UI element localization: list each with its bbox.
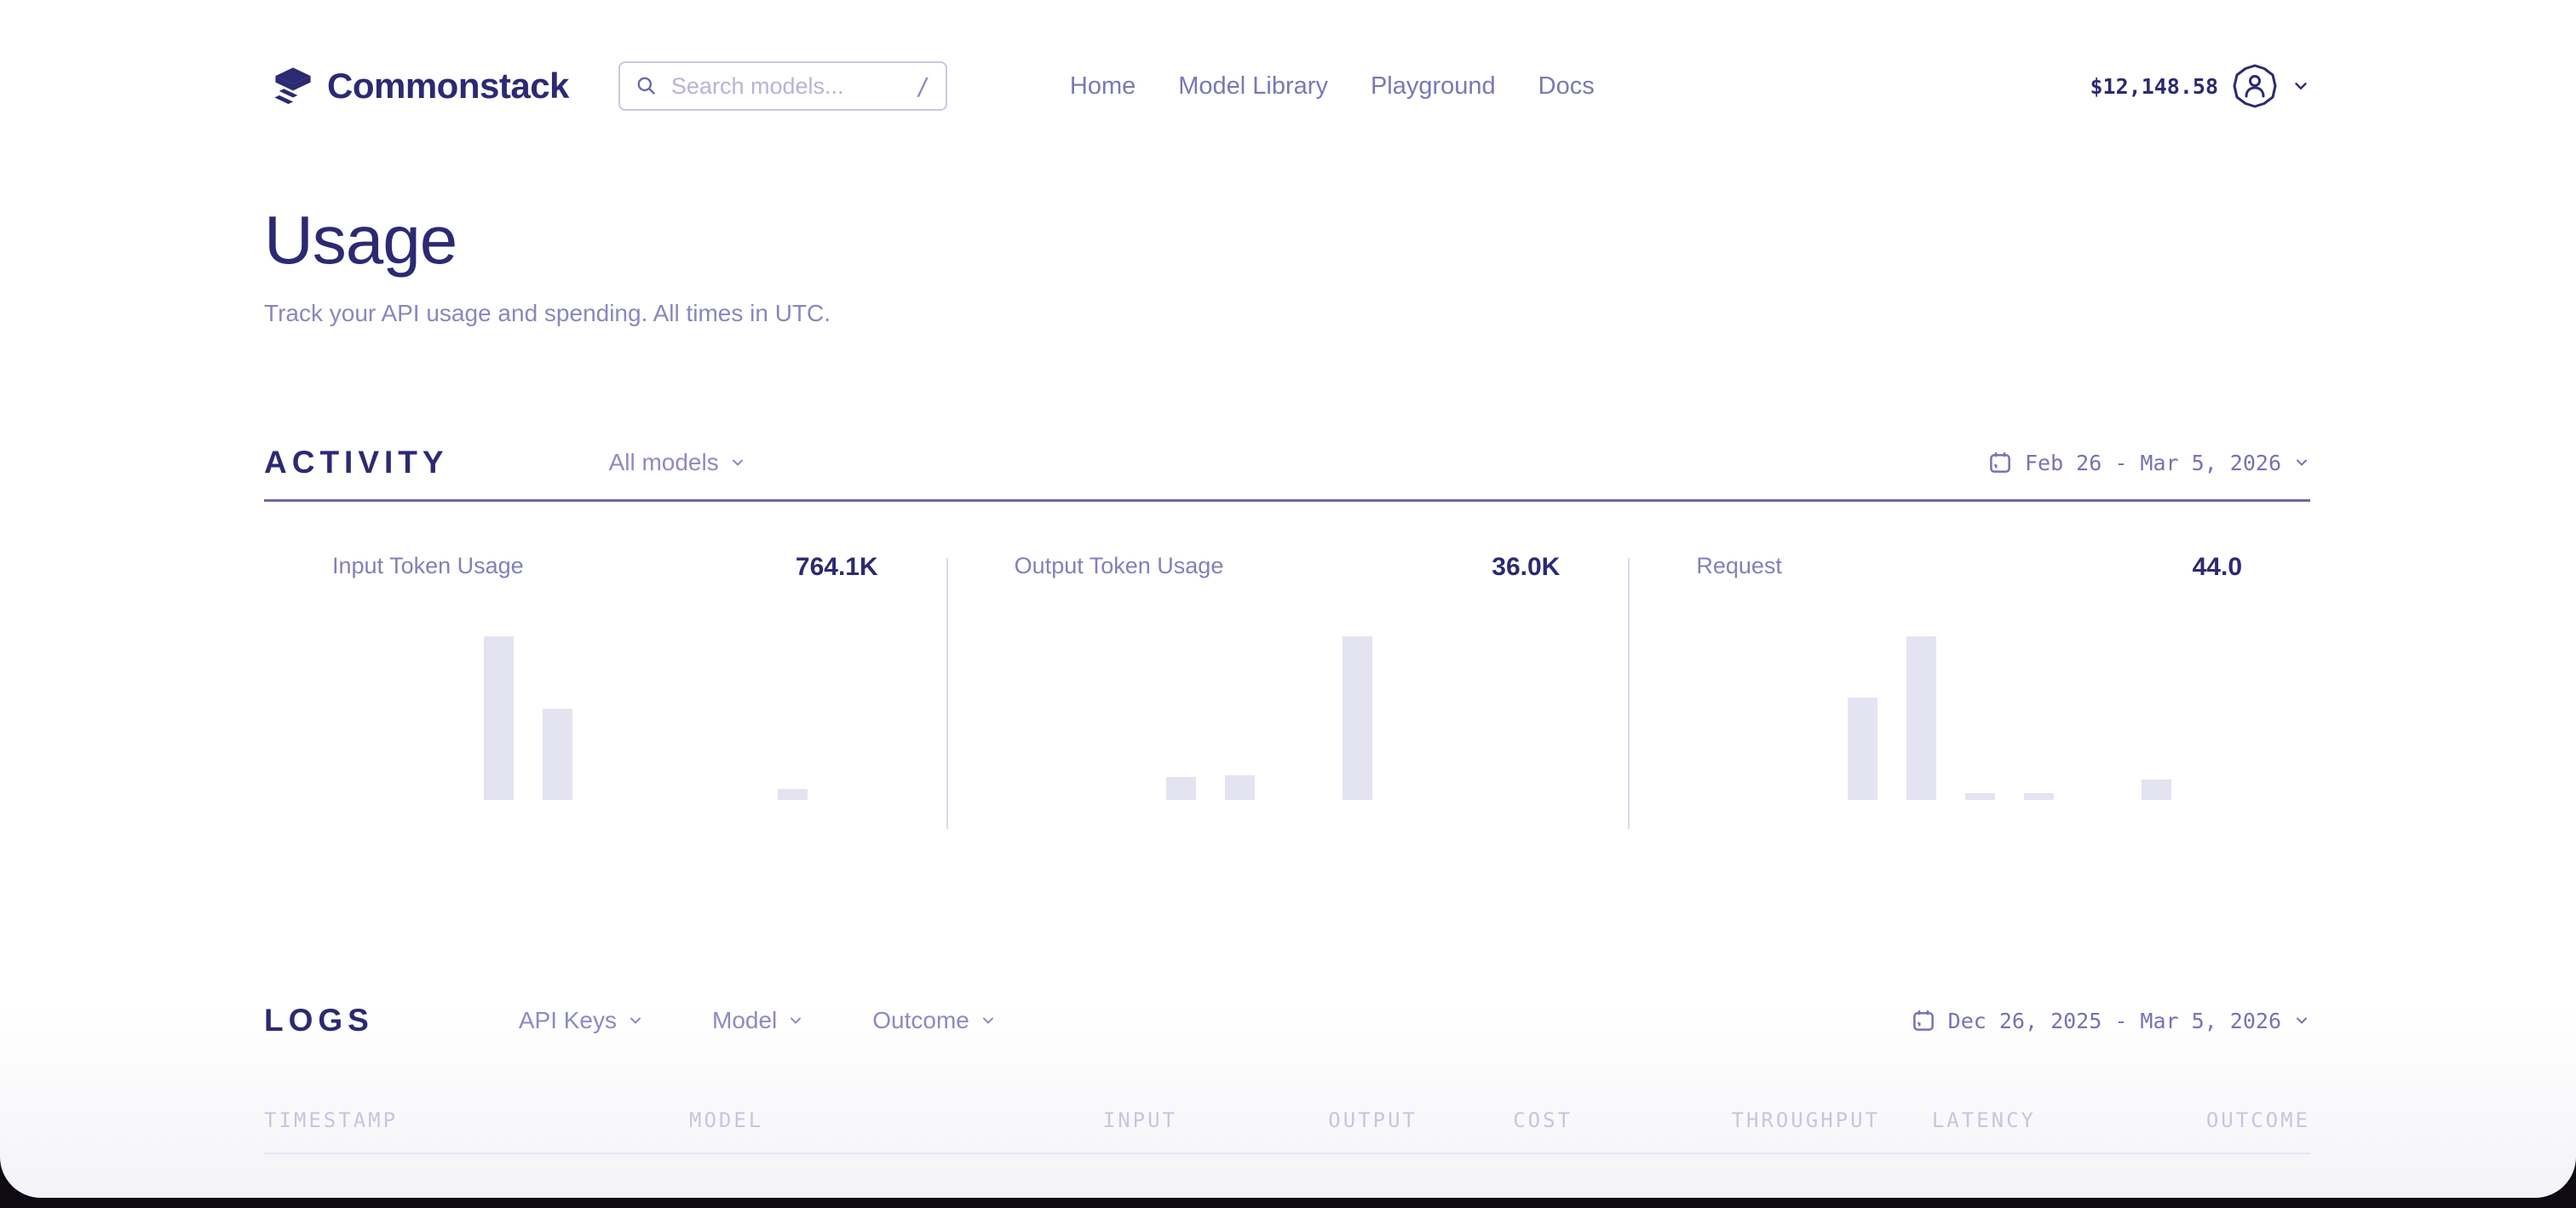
logs-heading: LOGS [264, 1003, 374, 1038]
output-token-usage-chart: Output Token Usage 36.0K [946, 502, 1629, 844]
api-keys-filter-label: API Keys [518, 1007, 618, 1033]
activity-header-row: ACTIVITY All models Feb 26 - Mar 5, 2026 [264, 438, 2310, 487]
calendar-icon [1911, 1008, 1936, 1033]
activity-heading: ACTIVITY [264, 445, 449, 480]
user-avatar-icon [2232, 63, 2278, 109]
chart-bar [2142, 779, 2172, 800]
col-timestamp: TIMESTAMP [264, 1108, 399, 1132]
chart-bar [1165, 777, 1196, 800]
chart-bar [484, 636, 514, 800]
logs-filters: API Keys Model Outcome [519, 1007, 997, 1034]
input-token-usage-chart: Input Token Usage 764.1K [264, 502, 946, 844]
page-header: Usage Track your API usage and spending.… [264, 201, 2310, 327]
chart-title: Output Token Usage [1014, 553, 1224, 578]
chart-bar [1965, 793, 1996, 800]
brand-logo[interactable]: Commonstack [271, 64, 569, 108]
brand-name: Commonstack [327, 66, 569, 106]
logs-table-header: TIMESTAMP MODEL INPUT OUTPUT COST THROUG… [264, 1108, 2310, 1132]
chart-plot-area [264, 636, 946, 800]
search-box[interactable]: / [618, 61, 947, 111]
col-latency: LATENCY [1931, 1108, 2036, 1132]
chart-plot-area [946, 636, 1629, 800]
nav-model-library[interactable]: Model Library [1178, 72, 1328, 100]
chevron-down-icon [729, 454, 746, 471]
search-input[interactable] [670, 72, 903, 100]
chevron-down-icon [980, 1012, 997, 1029]
calendar-icon [1987, 450, 2013, 475]
page-subtitle: Track your API usage and spending. All t… [264, 300, 831, 326]
logs-table-divider [264, 1153, 2310, 1154]
col-outcome: OUTCOME [2205, 1108, 2310, 1132]
chevron-down-icon [2293, 1012, 2310, 1029]
stack-icon [271, 64, 315, 108]
chart-plot-area [1628, 636, 2310, 800]
col-output: OUTPUT [1328, 1108, 1417, 1132]
logs-date-range-picker[interactable]: Dec 26, 2025 - Mar 5, 2026 [1911, 1008, 2310, 1033]
request-chart: Request 44.0 [1628, 502, 2310, 844]
model-filter-dropdown[interactable]: Model [712, 1007, 804, 1034]
chart-total-value: 44.0 [2192, 553, 2243, 581]
col-cost: COST [1513, 1108, 1573, 1132]
page-title: Usage [264, 202, 457, 278]
col-input: INPUT [1102, 1108, 1177, 1132]
account-menu[interactable]: $12,148.58 [2090, 63, 2310, 109]
chevron-down-icon [2291, 77, 2310, 95]
chart-bar [1848, 698, 1878, 800]
logs-header-row: LOGS API Keys Model Outcome [264, 996, 2310, 1045]
chart-title: Request [1696, 553, 1782, 578]
activity-date-range-value: Feb 26 - Mar 5, 2026 [2024, 450, 2281, 475]
nav-playground[interactable]: Playground [1370, 72, 1496, 100]
activity-charts: Input Token Usage 764.1K Output Token Us… [264, 502, 2310, 844]
chevron-down-icon [2293, 454, 2310, 471]
chevron-down-icon [787, 1012, 804, 1029]
chart-bar [2024, 793, 2055, 800]
col-throughput: THROUGHPUT [1731, 1108, 1880, 1132]
api-keys-filter-dropdown[interactable]: API Keys [519, 1007, 644, 1034]
model-filter-label: Model [712, 1007, 778, 1033]
chart-bar [778, 789, 808, 800]
logs-date-range-value: Dec 26, 2025 - Mar 5, 2026 [1947, 1008, 2281, 1033]
chart-bar [1906, 636, 1937, 800]
chart-total-value: 36.0K [1492, 553, 1561, 581]
col-model: MODEL [689, 1108, 764, 1132]
outcome-filter-dropdown[interactable]: Outcome [872, 1007, 997, 1034]
chart-bar [543, 709, 572, 800]
main-nav: Home Model Library Playground Docs [1070, 72, 1595, 101]
top-navigation-bar: Commonstack / Home Model Library Playgro… [0, 0, 2576, 112]
chart-total-value: 764.1K [795, 553, 878, 581]
outcome-filter-label: Outcome [872, 1007, 969, 1033]
nav-home[interactable]: Home [1069, 72, 1136, 100]
chart-bar [1224, 775, 1255, 800]
model-filter-dropdown[interactable]: All models [609, 449, 746, 476]
account-balance: $12,148.58 [2090, 73, 2218, 99]
activity-divider [264, 499, 2310, 502]
chart-title: Input Token Usage [332, 553, 524, 578]
keyboard-shortcut-hint: / [916, 72, 930, 101]
chevron-down-icon [627, 1012, 644, 1029]
chart-bar [1342, 636, 1372, 800]
activity-date-range-picker[interactable]: Feb 26 - Mar 5, 2026 [1987, 450, 2310, 475]
nav-docs[interactable]: Docs [1538, 72, 1595, 100]
logs-section: LOGS API Keys Model Outcome [264, 996, 2310, 1154]
search-icon [635, 75, 658, 97]
model-filter-value: All models [608, 449, 719, 475]
activity-section: ACTIVITY All models Feb 26 - Mar 5, 2026 [264, 438, 2310, 844]
